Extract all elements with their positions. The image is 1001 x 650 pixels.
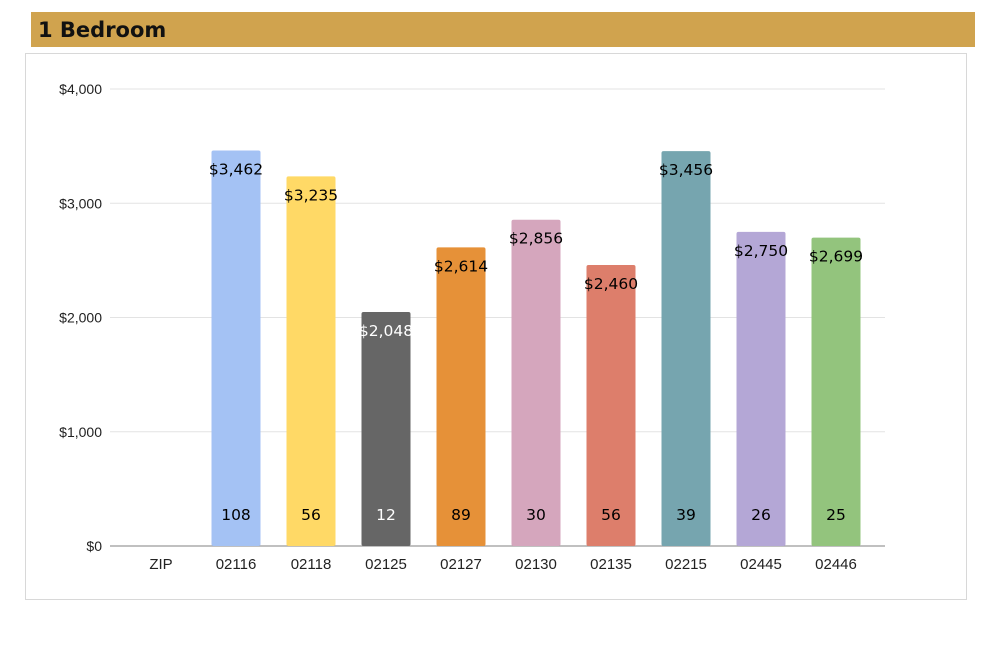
chart-title: 1 Bedroom xyxy=(38,17,167,42)
count-label: 12 xyxy=(376,506,396,524)
bar-02130 xyxy=(511,219,561,546)
value-label: $2,750 xyxy=(734,242,788,260)
chart-frame xyxy=(25,53,967,600)
x-tick-label: 02125 xyxy=(365,556,407,573)
labels: $0 $1,000 $2,000 $3,000 $4,000 ZIP $3,462 108 02… xyxy=(59,81,863,573)
value-label: $2,856 xyxy=(509,230,563,248)
y-tick-label: $1,000 xyxy=(59,424,102,440)
value-label: $2,699 xyxy=(809,248,863,266)
value-label: $3,235 xyxy=(284,186,338,204)
value-label: $2,048 xyxy=(359,322,413,340)
x-tick-label: 02135 xyxy=(590,556,632,573)
y-tick-label: $2,000 xyxy=(59,310,102,326)
x-tick-label: 02446 xyxy=(815,556,857,573)
count-label: 56 xyxy=(301,506,321,524)
bar-02445 xyxy=(736,231,786,546)
y-tick-label: $0 xyxy=(86,538,102,554)
x-tick-label: 02118 xyxy=(291,556,332,573)
y-tick-label: $3,000 xyxy=(59,195,102,211)
x-tick-label: 02215 xyxy=(665,556,707,573)
bar-02116 xyxy=(211,150,261,547)
count-label: 26 xyxy=(751,506,771,524)
bar-02127 xyxy=(436,247,486,546)
bar-02446 xyxy=(811,237,861,546)
title-bar: 1 Bedroom xyxy=(31,12,975,47)
count-label: 89 xyxy=(451,506,471,524)
value-label: $3,456 xyxy=(659,161,713,179)
y-tick-label: $4,000 xyxy=(59,81,102,97)
x-tick-label: ZIP xyxy=(149,556,172,573)
count-label: 30 xyxy=(526,506,546,524)
count-label: 25 xyxy=(826,506,846,524)
x-tick-label: 02130 xyxy=(515,556,557,573)
count-label: 108 xyxy=(221,506,251,524)
bar-02118 xyxy=(286,176,336,546)
value-label: $2,460 xyxy=(584,275,638,293)
bar-02125 xyxy=(361,312,411,546)
bars xyxy=(211,150,861,547)
x-tick-label: 02116 xyxy=(216,556,257,573)
value-label: $3,462 xyxy=(209,160,263,178)
x-tick-label: 02445 xyxy=(740,556,782,573)
bar-02215 xyxy=(661,151,711,547)
count-label: 56 xyxy=(601,506,621,524)
count-label: 39 xyxy=(676,506,696,524)
bar-02135 xyxy=(586,264,636,546)
x-tick-label: 02127 xyxy=(440,556,482,573)
value-label: $2,614 xyxy=(434,257,488,275)
